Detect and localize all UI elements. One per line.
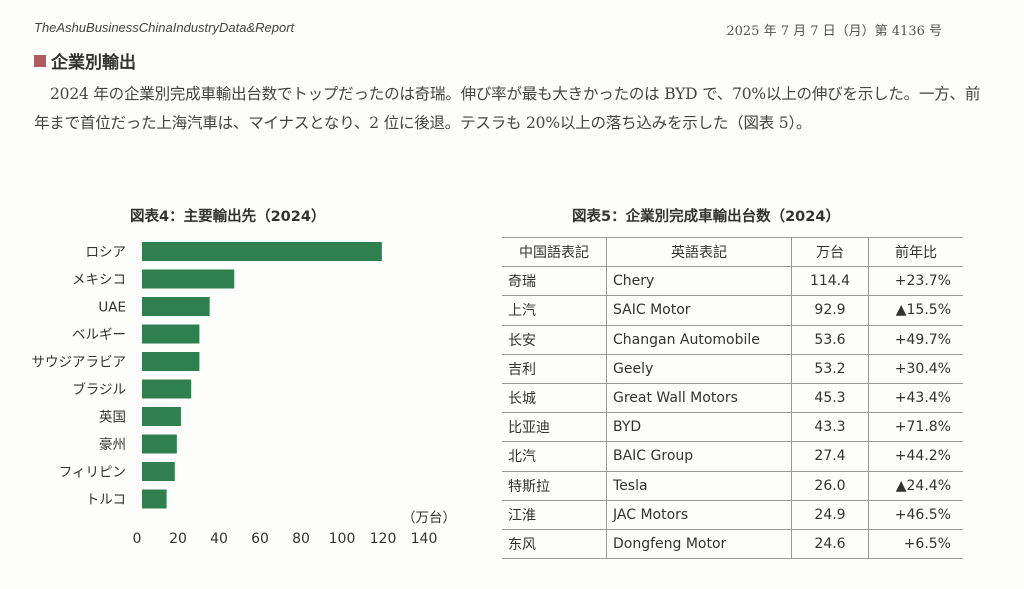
publisher-name: TheAshuBusinessChinaIndustryData&Report <box>34 20 295 35</box>
en-name-cell: SAIC Motor <box>606 295 792 326</box>
units-cell: 45.3 <box>791 382 869 414</box>
yoy-cell: +23.7% <box>868 266 963 297</box>
yoy-cell: +46.5% <box>868 499 963 530</box>
table-row: 吉利 Geely 53.2 +30.4% <box>502 353 963 384</box>
bar <box>142 324 200 344</box>
cn-name-cell: 上汽 <box>502 295 607 326</box>
units-cell: 24.9 <box>791 499 869 530</box>
category-label: トルコ <box>86 492 126 508</box>
yoy-cell: ▲24.4% <box>868 470 963 501</box>
table-row: 长城 Great Wall Motors 45.3 +43.4% <box>502 382 963 414</box>
yoy-cell: +71.8% <box>868 412 963 443</box>
yoy-cell: +43.4% <box>868 382 963 414</box>
cn-name-cell: 比亚迪 <box>502 412 607 443</box>
category-label: フィリピン <box>59 465 126 481</box>
cn-name-cell: 北汽 <box>502 441 607 472</box>
column-header: 万台 <box>791 236 869 268</box>
x-tick-label: 120 <box>370 531 397 547</box>
yoy-cell: +44.2% <box>868 441 963 472</box>
table-row: 北汽 BAIC Group 27.4 +44.2% <box>502 441 963 472</box>
company-export-table: 中国語表記 英語表記 万台 前年比 奇瑞 Chery 114.4 +23.7% 上汽 S… <box>502 236 963 560</box>
en-name-cell: BYD <box>606 412 792 443</box>
en-name-cell: BAIC Group <box>606 441 792 472</box>
units-cell: 114.4 <box>791 266 869 297</box>
x-tick-label: 140 <box>411 531 438 547</box>
en-name-cell: Changan Automobile <box>606 324 792 355</box>
x-tick-label: 20 <box>169 531 187 547</box>
bar <box>142 434 177 454</box>
en-name-cell: Tesla <box>606 470 792 501</box>
category-label: 英国 <box>99 409 126 426</box>
table-row: 上汽 SAIC Motor 92.9 ▲15.5% <box>502 295 963 326</box>
column-header: 英語表記 <box>606 236 792 268</box>
table-row: 特斯拉 Tesla 26.0 ▲24.4% <box>502 470 963 501</box>
bar <box>142 489 167 509</box>
cn-name-cell: 江淮 <box>502 499 607 530</box>
x-tick-label: 80 <box>292 531 310 547</box>
table-row: 长安 Changan Automobile 53.6 +49.7% <box>502 324 963 355</box>
bar <box>142 352 200 371</box>
chart-title: 図表4：主要輸出先（2024） <box>130 209 326 225</box>
table-row: 奇瑞 Chery 114.4 +23.7% <box>502 266 963 297</box>
yoy-cell: +6.5% <box>868 528 963 560</box>
en-name-cell: Great Wall Motors <box>606 382 792 414</box>
cn-name-cell: 奇瑞 <box>502 266 607 297</box>
bar <box>142 407 181 426</box>
x-tick-label: 60 <box>251 531 269 547</box>
x-tick-label: 0 <box>133 531 142 547</box>
en-name-cell: Geely <box>606 353 792 384</box>
table-row: 江淮 JAC Motors 24.9 +46.5% <box>502 499 963 530</box>
yoy-cell: +49.7% <box>868 324 963 355</box>
x-tick-label: 40 <box>210 531 228 547</box>
table-title: 図表5：企業別完成車輸出台数（2024） <box>572 209 840 225</box>
bar <box>142 242 382 261</box>
issue-date: 2025 年 7 月 7 日（月）第 4136 号 <box>726 24 942 39</box>
en-name-cell: Chery <box>606 266 792 297</box>
column-header: 前年比 <box>868 236 963 268</box>
bar <box>142 379 192 399</box>
cn-name-cell: 长安 <box>502 324 607 355</box>
yoy-cell: +30.4% <box>868 353 963 384</box>
category-label: UAE <box>98 300 126 316</box>
table-row: 比亚迪 BYD 43.3 +71.8% <box>502 412 963 443</box>
column-header: 中国語表記 <box>502 236 607 268</box>
yoy-cell: ▲15.5% <box>868 295 963 326</box>
x-tick-label: 100 <box>329 531 356 547</box>
cn-name-cell: 长城 <box>502 382 607 414</box>
category-label: メキシコ <box>72 272 126 288</box>
units-cell: 43.3 <box>791 412 869 443</box>
body-paragraph: 2024 年の企業別完成車輸出台数でトップだったのは奇瑞。伸び率が最も大きかった… <box>34 85 981 132</box>
units-cell: 53.2 <box>791 353 869 384</box>
bar <box>142 462 175 481</box>
cn-name-cell: 吉利 <box>502 353 607 384</box>
x-axis-unit: （万台） <box>402 510 456 526</box>
cn-name-cell: 特斯拉 <box>502 470 607 501</box>
bar <box>142 269 235 289</box>
table-row: 东风 Dongfeng Motor 24.6 +6.5% <box>502 528 963 560</box>
category-label: ブラジル <box>72 381 126 398</box>
units-cell: 53.6 <box>791 324 869 355</box>
cn-name-cell: 东风 <box>502 528 607 560</box>
square-bullet-icon <box>34 54 46 67</box>
bar <box>142 297 210 316</box>
en-name-cell: JAC Motors <box>606 499 792 530</box>
section-heading: 企業別輸出 <box>34 48 136 73</box>
en-name-cell: Dongfeng Motor <box>606 528 792 560</box>
units-cell: 92.9 <box>791 295 869 326</box>
units-cell: 24.6 <box>791 528 869 560</box>
table-header-row: 中国語表記 英語表記 万台 前年比 <box>502 236 963 268</box>
category-label: ベルギー <box>72 327 126 343</box>
section-title-text: 企業別輸出 <box>51 53 136 73</box>
category-label: サウジアラビア <box>32 355 127 371</box>
category-label: 豪州 <box>99 437 126 453</box>
units-cell: 27.4 <box>791 441 869 472</box>
category-label: ロシア <box>86 245 127 261</box>
units-cell: 26.0 <box>791 470 869 501</box>
